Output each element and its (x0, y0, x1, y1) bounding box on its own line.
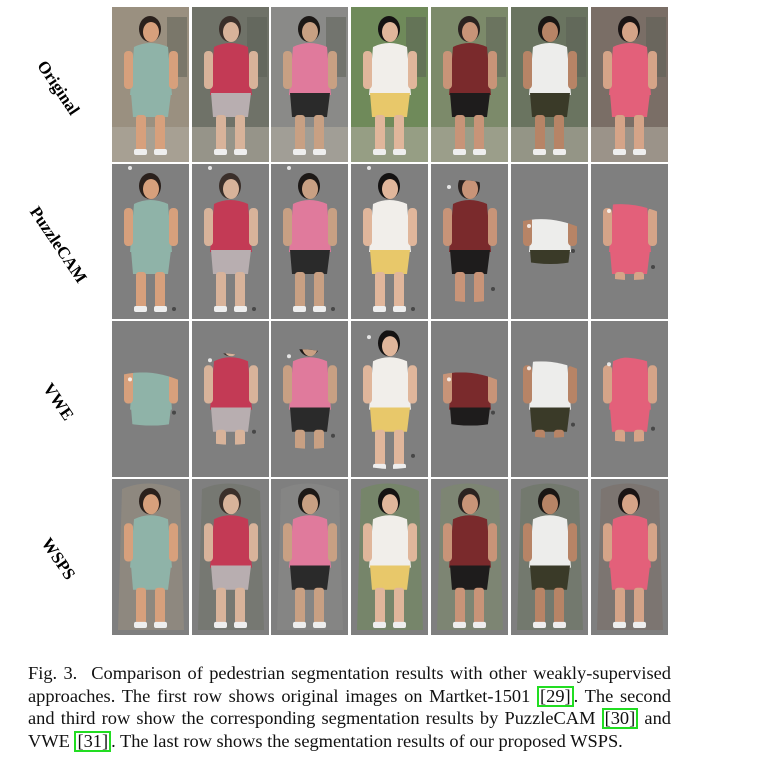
pedestrian-image (591, 7, 668, 162)
row-label-puzzlecam: PuzzleCAM (25, 203, 91, 287)
pedestrian-image (351, 164, 428, 319)
image-tile (112, 479, 189, 635)
pedestrian-image (431, 164, 508, 319)
citation-30[interactable]: [30] (601, 708, 639, 730)
caption-text-4: . The last row shows the segmentation re… (111, 730, 623, 751)
row-label-original: Original (33, 56, 84, 119)
image-tile (112, 7, 189, 162)
figure-caption: Fig. 3. Comparison of pedestrian segmenta… (28, 662, 671, 752)
pedestrian-image (591, 164, 668, 319)
image-tile (112, 164, 189, 319)
pedestrian-image (112, 479, 189, 635)
pedestrian-image (271, 321, 348, 477)
image-tile (511, 164, 588, 319)
image-tile (431, 164, 508, 319)
pedestrian-image (192, 7, 269, 162)
pedestrian-image (192, 164, 269, 319)
image-tile (431, 479, 508, 635)
caption-text-3: and VWE (28, 708, 671, 751)
image-tile (591, 164, 668, 319)
pedestrian-image (431, 7, 508, 162)
row-label-vwe: VWE (39, 379, 78, 424)
pedestrian-image (271, 164, 348, 319)
pedestrian-image (591, 321, 668, 477)
image-tile (591, 321, 668, 477)
pedestrian-image (591, 479, 668, 635)
pedestrian-image (351, 479, 428, 635)
citation-31[interactable]: [31] (74, 730, 112, 752)
caption-figure-label: Fig. 3. (28, 663, 78, 683)
image-tile (351, 479, 428, 635)
image-tile (271, 479, 348, 635)
pedestrian-image (112, 321, 189, 477)
image-tile (511, 7, 588, 162)
pedestrian-image (511, 7, 588, 162)
image-tile (351, 7, 428, 162)
image-tile (271, 7, 348, 162)
pedestrian-image (271, 7, 348, 162)
image-tile (271, 321, 348, 477)
image-tile (591, 7, 668, 162)
pedestrian-image (431, 321, 508, 477)
image-tile (192, 7, 269, 162)
pedestrian-image (112, 164, 189, 319)
pedestrian-image (431, 479, 508, 635)
image-tile (351, 164, 428, 319)
pedestrian-image (271, 479, 348, 635)
image-tile (591, 479, 668, 635)
pedestrian-image (511, 479, 588, 635)
pedestrian-image (511, 164, 588, 319)
image-tile (271, 164, 348, 319)
image-tile (511, 321, 588, 477)
pedestrian-image (511, 321, 588, 477)
image-tile (192, 479, 269, 635)
pedestrian-image (112, 7, 189, 162)
image-tile (431, 7, 508, 162)
segmentation-figure: Original PuzzleCAM VWE WSPS (25, 7, 668, 635)
image-tile (112, 321, 189, 477)
caption-text-1: Comparison of pedestrian segmentation re… (28, 663, 671, 706)
pedestrian-image (351, 7, 428, 162)
image-tile (192, 321, 269, 477)
image-tile (431, 321, 508, 477)
image-tile (511, 479, 588, 635)
pedestrian-image (192, 321, 269, 477)
pedestrian-image (192, 479, 269, 635)
row-label-wsps: WSPS (37, 534, 80, 584)
caption-text-2: . The second and third row show the corr… (28, 685, 672, 729)
citation-29[interactable]: [29] (537, 685, 574, 707)
image-tile (192, 164, 269, 319)
pedestrian-image (351, 321, 428, 477)
image-tile (351, 321, 428, 477)
